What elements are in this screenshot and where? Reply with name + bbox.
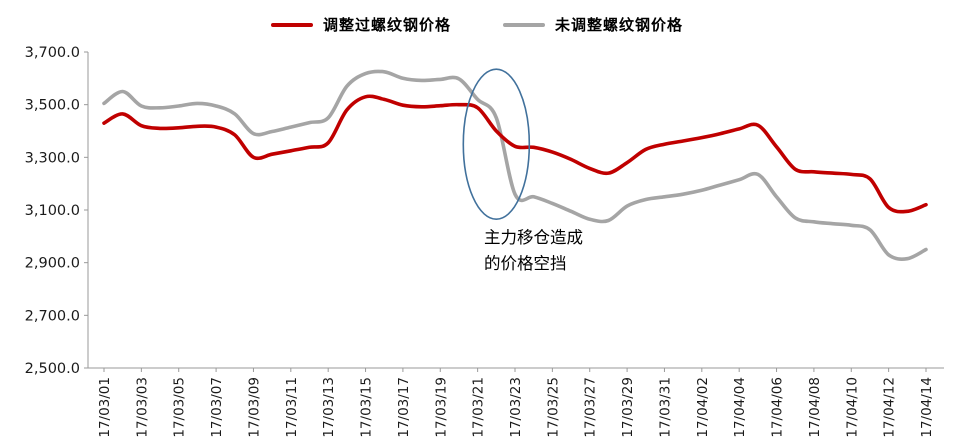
- x-tick-label: 17/03/05: [172, 377, 188, 438]
- x-tick-label: 17/03/29: [620, 377, 636, 438]
- legend-item-unadjusted: 未调整螺纹钢价格: [503, 14, 683, 35]
- x-tick-label: 17/03/13: [321, 377, 337, 438]
- x-tick-label: 17/04/04: [732, 377, 748, 438]
- x-tick-label: 17/03/19: [433, 377, 449, 438]
- legend-label-adjusted: 调整过螺纹钢价格: [322, 16, 451, 34]
- x-tick-label: 17/03/11: [284, 377, 300, 438]
- x-tick-label: 17/03/27: [583, 377, 599, 438]
- x-tick-label: 17/03/07: [209, 377, 225, 438]
- y-tick-label: 3,300.0: [25, 150, 80, 166]
- x-tick-label: 17/04/02: [695, 377, 711, 438]
- x-tick-label: 17/03/31: [657, 377, 673, 438]
- x-tick-label: 17/03/09: [246, 377, 262, 438]
- series-line-unadjusted: [102, 69, 928, 261]
- legend-item-adjusted: 调整过螺纹钢价格: [270, 14, 451, 35]
- x-tick-label: 17/03/03: [134, 377, 150, 438]
- legend-line-red-icon: [270, 22, 313, 27]
- series-line-adjusted: [102, 94, 928, 214]
- x-tick-label: 17/04/08: [807, 377, 823, 438]
- legend-label-unadjusted: 未调整螺纹钢价格: [555, 16, 684, 34]
- y-tick-label: 2,500.0: [25, 361, 80, 377]
- y-tick-label: 2,900.0: [25, 256, 80, 272]
- y-tick-label: 3,500.0: [25, 98, 80, 114]
- y-tick-label: 3,100.0: [25, 203, 80, 219]
- x-tick-label: 17/04/12: [882, 377, 898, 438]
- price-gap-highlight-ellipse: [462, 68, 531, 220]
- chart-legend: 调整过螺纹钢价格 未调整螺纹钢价格: [0, 14, 954, 35]
- x-tick-label: 17/04/14: [919, 377, 935, 438]
- y-tick-label: 2,700.0: [25, 308, 80, 324]
- x-tick-label: 17/03/23: [508, 377, 524, 438]
- y-tick-label: 3,700.0: [25, 45, 80, 61]
- x-tick-label: 17/04/10: [844, 377, 860, 438]
- x-tick-label: 17/03/25: [545, 377, 561, 438]
- x-tick-label: 17/03/01: [97, 377, 113, 438]
- price-gap-annotation-text: 的价格空挡: [484, 254, 567, 273]
- x-tick-label: 17/03/17: [396, 377, 412, 438]
- legend-line-gray-icon: [503, 22, 545, 27]
- x-tick-label: 17/03/15: [359, 377, 375, 438]
- x-tick-label: 17/03/21: [471, 377, 487, 438]
- x-tick-label: 17/04/06: [770, 377, 786, 438]
- price-gap-annotation-text: 主力移仓造成: [484, 228, 583, 247]
